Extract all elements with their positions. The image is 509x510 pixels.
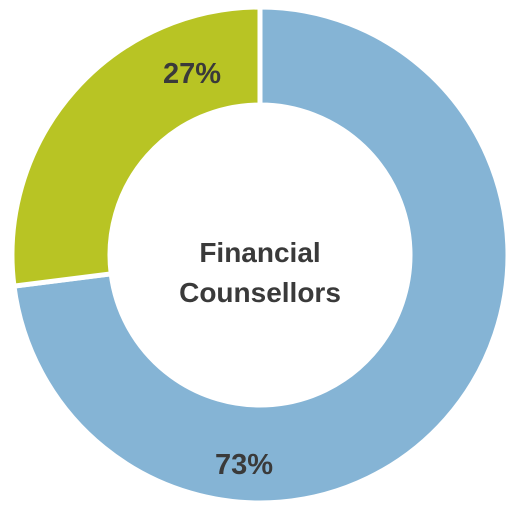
donut-slices xyxy=(9,4,509,506)
center-label-line-1: Financial xyxy=(199,237,320,268)
slice-label-73-percent: 73% xyxy=(215,449,273,481)
donut-slice-73-percent xyxy=(11,4,509,506)
slice-label-27-percent: 27% xyxy=(163,58,221,90)
slice-labels: 73% 27% xyxy=(163,58,273,481)
center-label-line-2: Counsellors xyxy=(179,277,341,308)
donut-slice-27-percent xyxy=(9,4,263,289)
